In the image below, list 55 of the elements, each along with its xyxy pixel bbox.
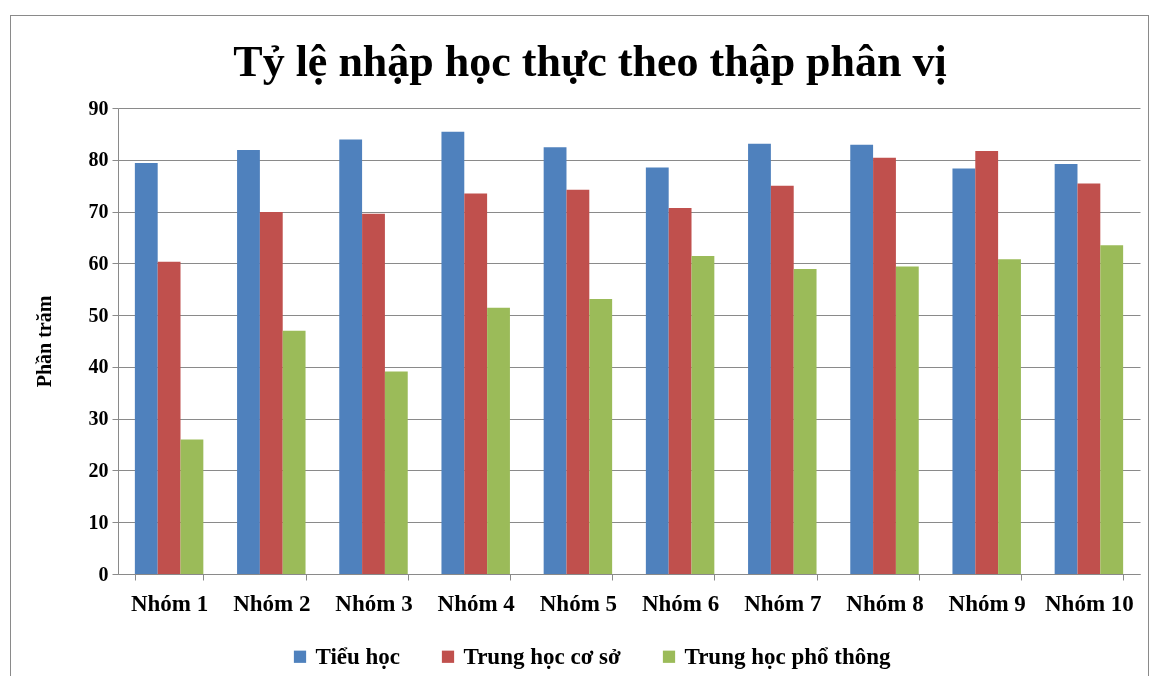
bar bbox=[282, 330, 306, 574]
bar bbox=[895, 266, 919, 574]
bar bbox=[589, 299, 613, 574]
x-tick-label: Nhóm 1 bbox=[130, 590, 209, 616]
x-tick-label: Nhóm 4 bbox=[437, 590, 516, 616]
x-tick-label: Nhóm 2 bbox=[233, 590, 311, 616]
bar bbox=[384, 371, 408, 574]
bar bbox=[975, 150, 999, 574]
bar bbox=[668, 207, 692, 574]
chart-title: Tỷ lệ nhập học thực theo thập phân vị bbox=[233, 37, 947, 86]
bar bbox=[566, 189, 590, 574]
y-tick-label: 20 bbox=[88, 458, 109, 481]
legend-label: Tiểu học bbox=[315, 643, 401, 669]
bar bbox=[1054, 163, 1078, 574]
legend-label: Trung học cơ sở bbox=[463, 643, 622, 669]
bar bbox=[998, 259, 1021, 574]
bar bbox=[850, 144, 874, 574]
x-tick-label: Nhóm 8 bbox=[846, 590, 924, 616]
x-tick-label: Nhóm 5 bbox=[539, 590, 618, 616]
y-tick-label: 10 bbox=[88, 510, 109, 533]
y-tick-label: 50 bbox=[88, 303, 109, 326]
bar bbox=[1100, 245, 1124, 574]
y-tick-label: 70 bbox=[88, 200, 109, 223]
x-tick-label: Nhóm 10 bbox=[1044, 590, 1134, 616]
bar bbox=[691, 256, 715, 574]
bar bbox=[237, 149, 260, 574]
bar bbox=[259, 212, 283, 574]
y-tick-label: 30 bbox=[88, 407, 109, 430]
bar bbox=[339, 139, 363, 574]
bar bbox=[543, 147, 567, 574]
x-tick-label: Nhóm 3 bbox=[335, 590, 413, 616]
y-tick-label: 80 bbox=[88, 148, 109, 171]
bar bbox=[873, 157, 896, 574]
legend-label: Trung học phổ thông bbox=[684, 643, 891, 669]
bar bbox=[952, 168, 976, 574]
bar bbox=[645, 167, 669, 574]
y-tick-label: 60 bbox=[88, 251, 109, 274]
bar bbox=[464, 193, 488, 574]
bar bbox=[487, 307, 510, 574]
bar bbox=[362, 213, 385, 574]
y-axis-title: Phần trăm bbox=[32, 295, 55, 388]
x-tick-label: Nhóm 7 bbox=[744, 590, 822, 616]
bar bbox=[793, 269, 817, 574]
bar bbox=[180, 439, 204, 574]
bar bbox=[441, 131, 465, 574]
x-tick-label: Nhóm 6 bbox=[641, 590, 720, 616]
bar bbox=[770, 185, 794, 574]
y-tick-label: 90 bbox=[88, 96, 109, 119]
bar bbox=[748, 143, 771, 574]
bar bbox=[157, 261, 181, 574]
bar bbox=[134, 162, 158, 574]
bar bbox=[1077, 183, 1101, 574]
y-tick-label: 40 bbox=[88, 355, 109, 378]
y-tick-label: 0 bbox=[98, 562, 109, 585]
x-tick-label: Nhóm 9 bbox=[948, 590, 1026, 616]
